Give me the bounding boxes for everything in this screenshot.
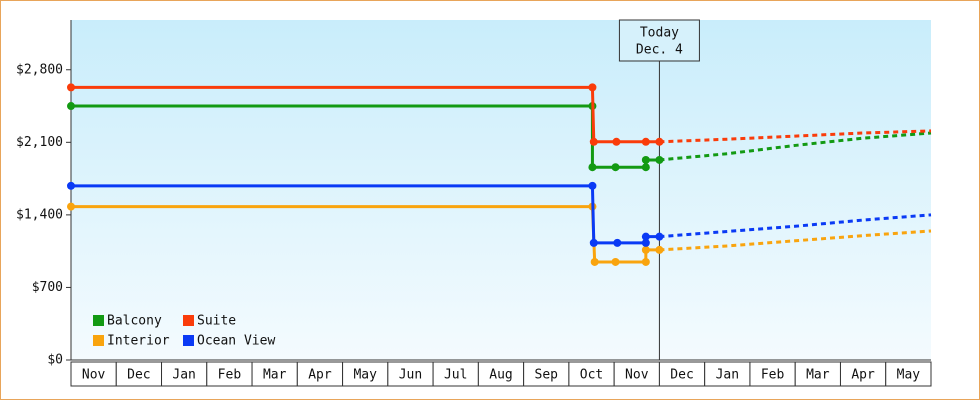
month-cell [296, 361, 344, 387]
price-point [589, 137, 598, 146]
x-tick-label: May [897, 368, 921, 383]
month-cell [523, 361, 570, 387]
legend-label: Balcony [107, 314, 162, 329]
month-cell [70, 361, 117, 387]
x-tick-label: Dec [127, 368, 150, 383]
x-tick-label: Feb [761, 368, 785, 383]
month-cell [794, 361, 841, 387]
y-tick-label: $0 [47, 353, 63, 368]
price-point [612, 137, 621, 146]
forecast-line [659, 129, 932, 144]
x-tick-label: Apr [851, 368, 875, 383]
x-tick-label: Nov [625, 368, 649, 383]
x-tick-label: Jan [716, 368, 739, 383]
price-point [655, 155, 664, 164]
month-cell [251, 361, 298, 387]
y-tick-label: $700 [32, 280, 63, 295]
month-cell [206, 361, 253, 387]
month-cell [432, 361, 479, 387]
price-point [67, 102, 75, 111]
x-tick-label: Mar [263, 368, 287, 383]
forecast-line [659, 213, 932, 239]
price-point [641, 232, 650, 241]
price-point [613, 238, 622, 247]
price-point [655, 232, 664, 241]
x-tick-label: Nov [82, 368, 106, 383]
x-tick-label: Jan [172, 368, 195, 383]
x-tick-label: Jun [399, 368, 422, 383]
x-tick-label: Mar [806, 368, 830, 383]
month-cell [613, 361, 660, 387]
price-point [588, 181, 597, 190]
legend-label: Ocean View [197, 334, 275, 349]
legend-swatch [183, 335, 194, 346]
price-point [655, 137, 664, 146]
today-label: Today [640, 26, 679, 41]
y-tick-label: $1,400 [16, 207, 63, 222]
price-point [641, 238, 650, 247]
x-tick-label: Jul [444, 368, 467, 383]
price-point [67, 181, 75, 190]
month-cell [658, 361, 706, 387]
x-tick-label: Aug [489, 368, 512, 383]
x-tick-label: Feb [218, 368, 242, 383]
price-point [641, 257, 650, 266]
price-point [67, 202, 75, 211]
x-tick-label: May [353, 368, 377, 383]
price-point [589, 238, 598, 247]
legend-swatch [93, 315, 104, 326]
price-point [655, 245, 664, 254]
price-point [611, 257, 620, 266]
legend-swatch [93, 335, 104, 346]
legend-swatch [183, 315, 194, 326]
y-tick-label: $2,800 [16, 62, 63, 77]
price-point [590, 257, 599, 266]
x-tick-label: Dec [670, 368, 693, 383]
forecast-line [659, 229, 932, 252]
month-cell [115, 361, 163, 387]
month-cell [885, 361, 932, 387]
x-tick-label: Sep [535, 368, 559, 383]
month-cell [161, 361, 208, 387]
price-point [641, 137, 650, 146]
price-point [641, 245, 650, 254]
today-box [618, 19, 700, 62]
plot-area [71, 20, 931, 360]
legend-label: Interior [107, 334, 170, 349]
forecast-line [659, 131, 932, 162]
price-point [611, 163, 620, 172]
price-point [588, 83, 597, 92]
x-tick-label: Oct [580, 368, 603, 383]
legend-label: Suite [197, 314, 236, 329]
y-tick-label: $2,100 [16, 135, 63, 150]
x-tick-label: Apr [308, 368, 332, 383]
month-cell [749, 361, 796, 387]
price-point [588, 163, 597, 172]
price-point [641, 155, 650, 164]
price-point [67, 83, 75, 92]
today-date: Dec. 4 [636, 43, 683, 58]
price-point [641, 163, 650, 172]
